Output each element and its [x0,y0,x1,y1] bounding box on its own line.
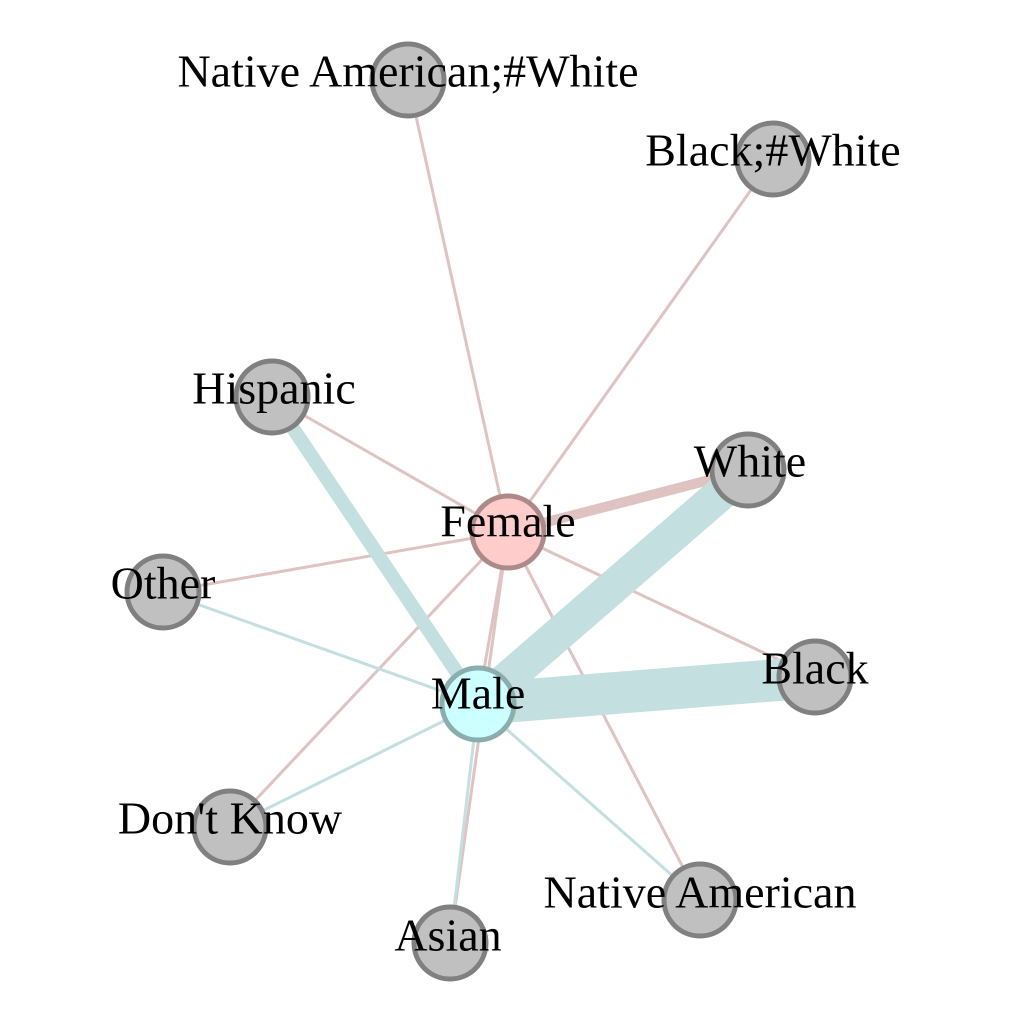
node-label-hispanic: Hispanic [192,363,356,414]
edge-male-dont_know [229,702,479,829]
edge-male-asian [448,703,480,944]
node-other[interactable] [124,553,202,631]
edge-male-white [466,457,760,717]
node-label-dont_know: Don't Know [118,793,343,844]
node-label-other: Other [111,558,216,609]
node-label-native_american: Native American [544,867,857,918]
edge-female-nat_white [406,79,510,533]
node-label-black_white: Black;#White [645,125,900,176]
edge-male-black [476,656,817,725]
node-label-female: Female [440,496,575,547]
edge-layer [162,79,817,944]
edge-female-black_white [506,158,775,533]
edge-male-native_american [477,702,701,902]
edge-female-dont_know [228,530,510,829]
edge-female-black [507,530,816,679]
node-native_american[interactable] [661,861,739,939]
node-label-black: Black [761,643,868,694]
node-label-white: White [694,436,806,487]
node-female[interactable] [469,493,547,571]
node-white[interactable] [709,431,787,509]
node-male[interactable] [439,665,517,743]
node-label-nat_white: Native American;#White [177,46,638,97]
node-black[interactable] [776,638,854,716]
label-layer: Female Male Native American;#WhiteBlack;#W… [111,46,901,961]
node-black_white[interactable] [734,120,812,198]
edge-male-other [162,590,479,706]
edge-female-hispanic [271,395,509,534]
edge-female-other [162,530,509,594]
node-dont_know[interactable] [191,788,269,866]
node-label-asian: Asian [394,910,501,961]
node-hispanic[interactable] [233,358,311,436]
node-label-male: Male [431,668,526,719]
node-asian[interactable] [411,904,489,982]
edge-female-white [506,465,750,537]
node-layer [124,41,854,982]
node-nat_white[interactable] [369,41,447,119]
edge-male-hispanic [266,393,484,708]
edge-female-native_american [506,531,702,901]
